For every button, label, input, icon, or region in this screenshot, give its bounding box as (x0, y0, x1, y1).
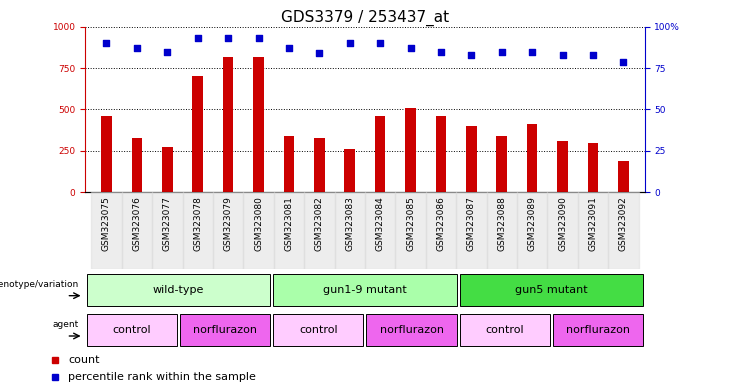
Point (435, 49, 447, 55)
Text: GSM323092: GSM323092 (619, 196, 628, 251)
Bar (304, 192, 334, 269)
Bar (87, 274, 270, 306)
Text: GSM323086: GSM323086 (436, 196, 445, 251)
Point (253, 35, 265, 41)
Point (526, 49, 538, 55)
Bar (456, 192, 487, 269)
Text: gun1-9 mutant: gun1-9 mutant (323, 285, 407, 295)
Text: GSM323080: GSM323080 (254, 196, 263, 251)
Bar (405, 108, 416, 192)
Text: GSM323075: GSM323075 (102, 196, 111, 251)
Text: norflurazon: norflurazon (566, 325, 630, 335)
Point (617, 58, 629, 65)
Text: GSM323087: GSM323087 (467, 196, 476, 251)
Bar (284, 136, 294, 192)
Bar (223, 56, 233, 192)
Bar (426, 192, 456, 269)
Point (587, 52, 599, 58)
Point (131, 45, 143, 51)
Text: genotype/variation: genotype/variation (0, 280, 79, 289)
Bar (314, 137, 325, 192)
Bar (396, 192, 426, 269)
Bar (487, 192, 517, 269)
Bar (91, 192, 122, 269)
Bar (273, 192, 304, 269)
Point (101, 40, 113, 46)
Text: GSM323081: GSM323081 (285, 196, 293, 251)
Point (374, 40, 386, 46)
Bar (496, 136, 507, 192)
Text: gun5 mutant: gun5 mutant (515, 285, 588, 295)
Text: control: control (299, 325, 338, 335)
Bar (527, 124, 537, 192)
Text: GSM323085: GSM323085 (406, 196, 415, 251)
Text: control: control (485, 325, 524, 335)
Point (222, 35, 234, 41)
Text: GSM323077: GSM323077 (163, 196, 172, 251)
Bar (459, 274, 643, 306)
Text: GSM323090: GSM323090 (558, 196, 567, 251)
Bar (182, 192, 213, 269)
Bar (375, 116, 385, 192)
Point (344, 40, 356, 46)
Bar (436, 116, 446, 192)
Bar (345, 149, 355, 192)
Bar (243, 192, 273, 269)
Bar (122, 192, 152, 269)
Bar (588, 143, 598, 192)
Bar (466, 126, 476, 192)
Text: GSM323083: GSM323083 (345, 196, 354, 251)
Text: GSM323091: GSM323091 (588, 196, 597, 251)
Bar (162, 147, 173, 192)
Text: GSM323079: GSM323079 (224, 196, 233, 251)
Bar (193, 76, 203, 192)
Text: GSM323082: GSM323082 (315, 196, 324, 251)
Bar (334, 192, 365, 269)
Bar (517, 192, 548, 269)
Bar (253, 56, 264, 192)
Bar (273, 274, 456, 306)
Point (283, 45, 295, 51)
Bar (618, 161, 628, 192)
Point (465, 52, 477, 58)
Point (162, 49, 173, 55)
Bar (365, 192, 396, 269)
Text: GSM323078: GSM323078 (193, 196, 202, 251)
Title: GDS3379 / 253437_at: GDS3379 / 253437_at (281, 9, 449, 25)
Text: percentile rank within the sample: percentile rank within the sample (68, 372, 256, 382)
Text: GSM323088: GSM323088 (497, 196, 506, 251)
Text: GSM323089: GSM323089 (528, 196, 536, 251)
Text: norflurazon: norflurazon (193, 325, 257, 335)
Bar (273, 314, 363, 346)
Point (496, 49, 508, 55)
Bar (213, 192, 243, 269)
Text: count: count (68, 356, 100, 366)
Text: control: control (113, 325, 151, 335)
Bar (367, 314, 456, 346)
Bar (132, 137, 142, 192)
Point (192, 35, 204, 41)
Bar (608, 192, 639, 269)
Text: wild-type: wild-type (153, 285, 204, 295)
Bar (87, 314, 177, 346)
Bar (180, 314, 270, 346)
Bar (102, 116, 112, 192)
Bar (459, 314, 550, 346)
Point (556, 52, 568, 58)
Text: GSM323076: GSM323076 (133, 196, 142, 251)
Bar (548, 192, 578, 269)
Text: norflurazon: norflurazon (379, 325, 444, 335)
Text: agent: agent (52, 320, 79, 329)
Bar (553, 314, 643, 346)
Bar (152, 192, 182, 269)
Text: GSM323084: GSM323084 (376, 196, 385, 251)
Point (313, 50, 325, 56)
Bar (557, 141, 568, 192)
Point (405, 45, 416, 51)
Bar (578, 192, 608, 269)
